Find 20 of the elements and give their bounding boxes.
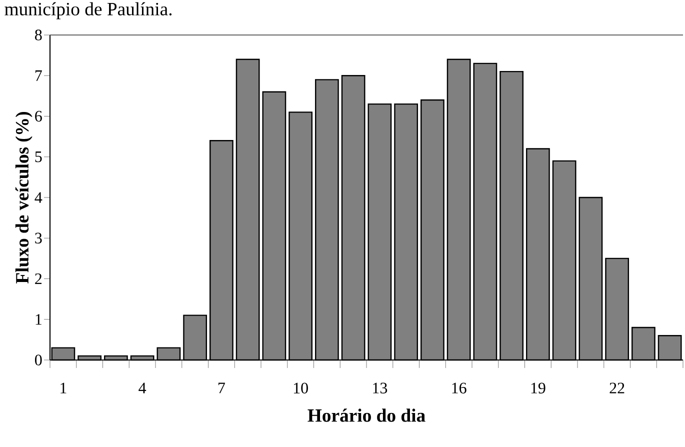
- x-tick-label: 4: [138, 382, 146, 394]
- y-tick-label: 7: [35, 70, 42, 81]
- y-tick-label: 4: [34, 192, 42, 203]
- x-tick-label: 16: [452, 382, 466, 394]
- x-tick-label: 10: [294, 382, 308, 394]
- y-tick-label: 1: [36, 314, 42, 325]
- y-tick-label: 3: [35, 232, 42, 244]
- x-tick-label: 19: [531, 382, 546, 394]
- chart-title: município de Paulínia.: [4, 2, 172, 20]
- y-tick-label: 5: [35, 152, 42, 162]
- y-tick-label: 8: [35, 30, 42, 40]
- y-tick-label: 0: [35, 354, 42, 366]
- y-tick-label: 6: [35, 110, 42, 122]
- y-axis-title: Fluxo de veículos (%): [15, 112, 32, 284]
- x-tick-label: 7: [218, 382, 225, 394]
- x-tick-label: 1: [60, 382, 66, 394]
- x-tick-label: 22: [610, 382, 624, 394]
- y-tick-label: 2: [35, 273, 42, 284]
- x-tick-label: 13: [373, 382, 388, 394]
- x-axis-title: Horário do dia: [308, 408, 426, 422]
